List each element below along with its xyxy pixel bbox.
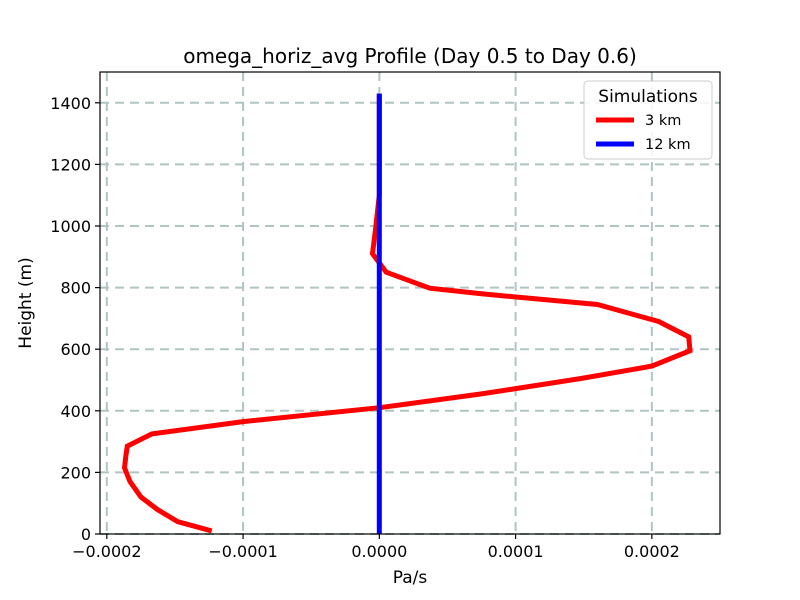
- y-tick-label: 1000: [50, 217, 91, 236]
- y-tick-label: 1200: [50, 155, 91, 174]
- x-tick-label: 0.0000: [351, 542, 407, 561]
- legend-title: Simulations: [598, 87, 698, 107]
- chart-title: omega_horiz_avg Profile (Day 0.5 to Day …: [183, 44, 637, 68]
- legend-box: [583, 80, 713, 160]
- y-tick-label: 400: [60, 402, 91, 421]
- y-axis-label: Height (m): [16, 257, 36, 348]
- series-line-3km: [121, 93, 693, 534]
- y-tick-label: 0: [81, 525, 91, 544]
- legend-label-12km: 12 km: [645, 137, 691, 153]
- tick-layer: −0.0002 −0.0001 0.0000 0.0001 0.0002 0 200 400 6…: [50, 94, 680, 561]
- x-axis-label: Pa/s: [393, 568, 428, 588]
- legend: Simulations 3 km 12 km: [583, 80, 713, 160]
- x-tick-label: 0.0001: [488, 542, 544, 561]
- legend-label-3km: 3 km: [645, 113, 681, 129]
- x-tick-label: −0.0001: [208, 542, 277, 561]
- x-tick-label: 0.0002: [624, 542, 680, 561]
- plot-frame: [99, 71, 721, 535]
- y-tick-label: 600: [60, 340, 91, 359]
- series-layer: [121, 93, 693, 534]
- y-tick-label: 800: [60, 279, 91, 298]
- x-tick-label: −0.0002: [72, 542, 141, 561]
- y-tick-label: 200: [60, 463, 91, 482]
- y-tick-label: 1400: [50, 94, 91, 113]
